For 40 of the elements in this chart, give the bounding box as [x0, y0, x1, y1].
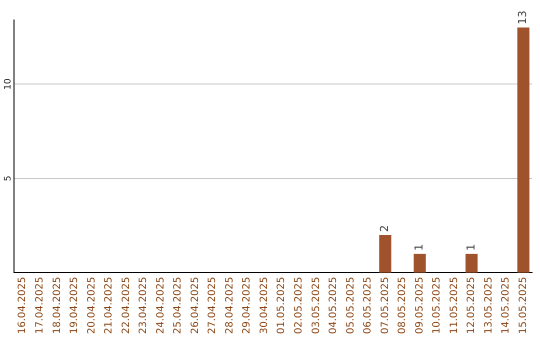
x-tick-label: 07.05.2025 [380, 276, 391, 334]
x-tick-label: 18.04.2025 [52, 276, 63, 334]
x-tick-label: 30.04.2025 [258, 276, 270, 334]
data-label: 13 [516, 10, 530, 25]
x-tick-label: 15.05.2025 [518, 276, 529, 334]
data-label: 1 [464, 244, 478, 251]
x-tick-label: 23.04.2025 [138, 276, 150, 334]
x-tick-label: 03.05.2025 [310, 276, 322, 334]
x-tick-label: 24.04.2025 [155, 276, 166, 334]
x-tick-label: 27.04.2025 [207, 276, 218, 334]
x-tick-label: 21.04.2025 [104, 276, 115, 334]
x-tick-label: 19.04.2025 [69, 276, 80, 334]
x-tick-label: 06.05.2025 [362, 276, 374, 334]
bar [517, 28, 530, 273]
x-tick-label: 14.05.2025 [500, 276, 512, 334]
x-tick-label: 20.04.2025 [86, 276, 98, 334]
y-tick-label: 5 [3, 176, 14, 182]
x-tick-label: 11.05.2025 [448, 276, 460, 334]
bar [414, 254, 426, 273]
y-tick-label: 10 [3, 78, 14, 90]
data-label: 1 [412, 244, 426, 251]
x-tick-label: 29.04.2025 [242, 276, 253, 334]
x-tick-label: 28.04.2025 [224, 276, 236, 334]
x-tick-label: 26.04.2025 [190, 276, 201, 334]
x-tick-label: 25.04.2025 [172, 276, 184, 334]
x-tick-label: 05.05.2025 [345, 276, 356, 334]
x-tick-label: 17.04.2025 [34, 276, 46, 334]
data-label: 2 [378, 225, 392, 232]
x-tick-label: 01.05.2025 [276, 276, 288, 334]
bar [379, 235, 392, 273]
x-tick-label: 02.05.2025 [293, 276, 304, 334]
x-tick-label: 08.05.2025 [397, 276, 408, 334]
bar [466, 254, 478, 273]
x-tick-label: 22.04.2025 [120, 276, 132, 334]
x-tick-label: 13.05.2025 [483, 276, 494, 334]
x-tick-label: 12.05.2025 [466, 276, 478, 334]
x-tick-label: 09.05.2025 [414, 276, 426, 334]
x-tick-label: 10.05.2025 [432, 276, 443, 334]
x-tick-label: 16.04.2025 [17, 276, 28, 334]
x-tick-label: 04.05.2025 [328, 276, 340, 334]
